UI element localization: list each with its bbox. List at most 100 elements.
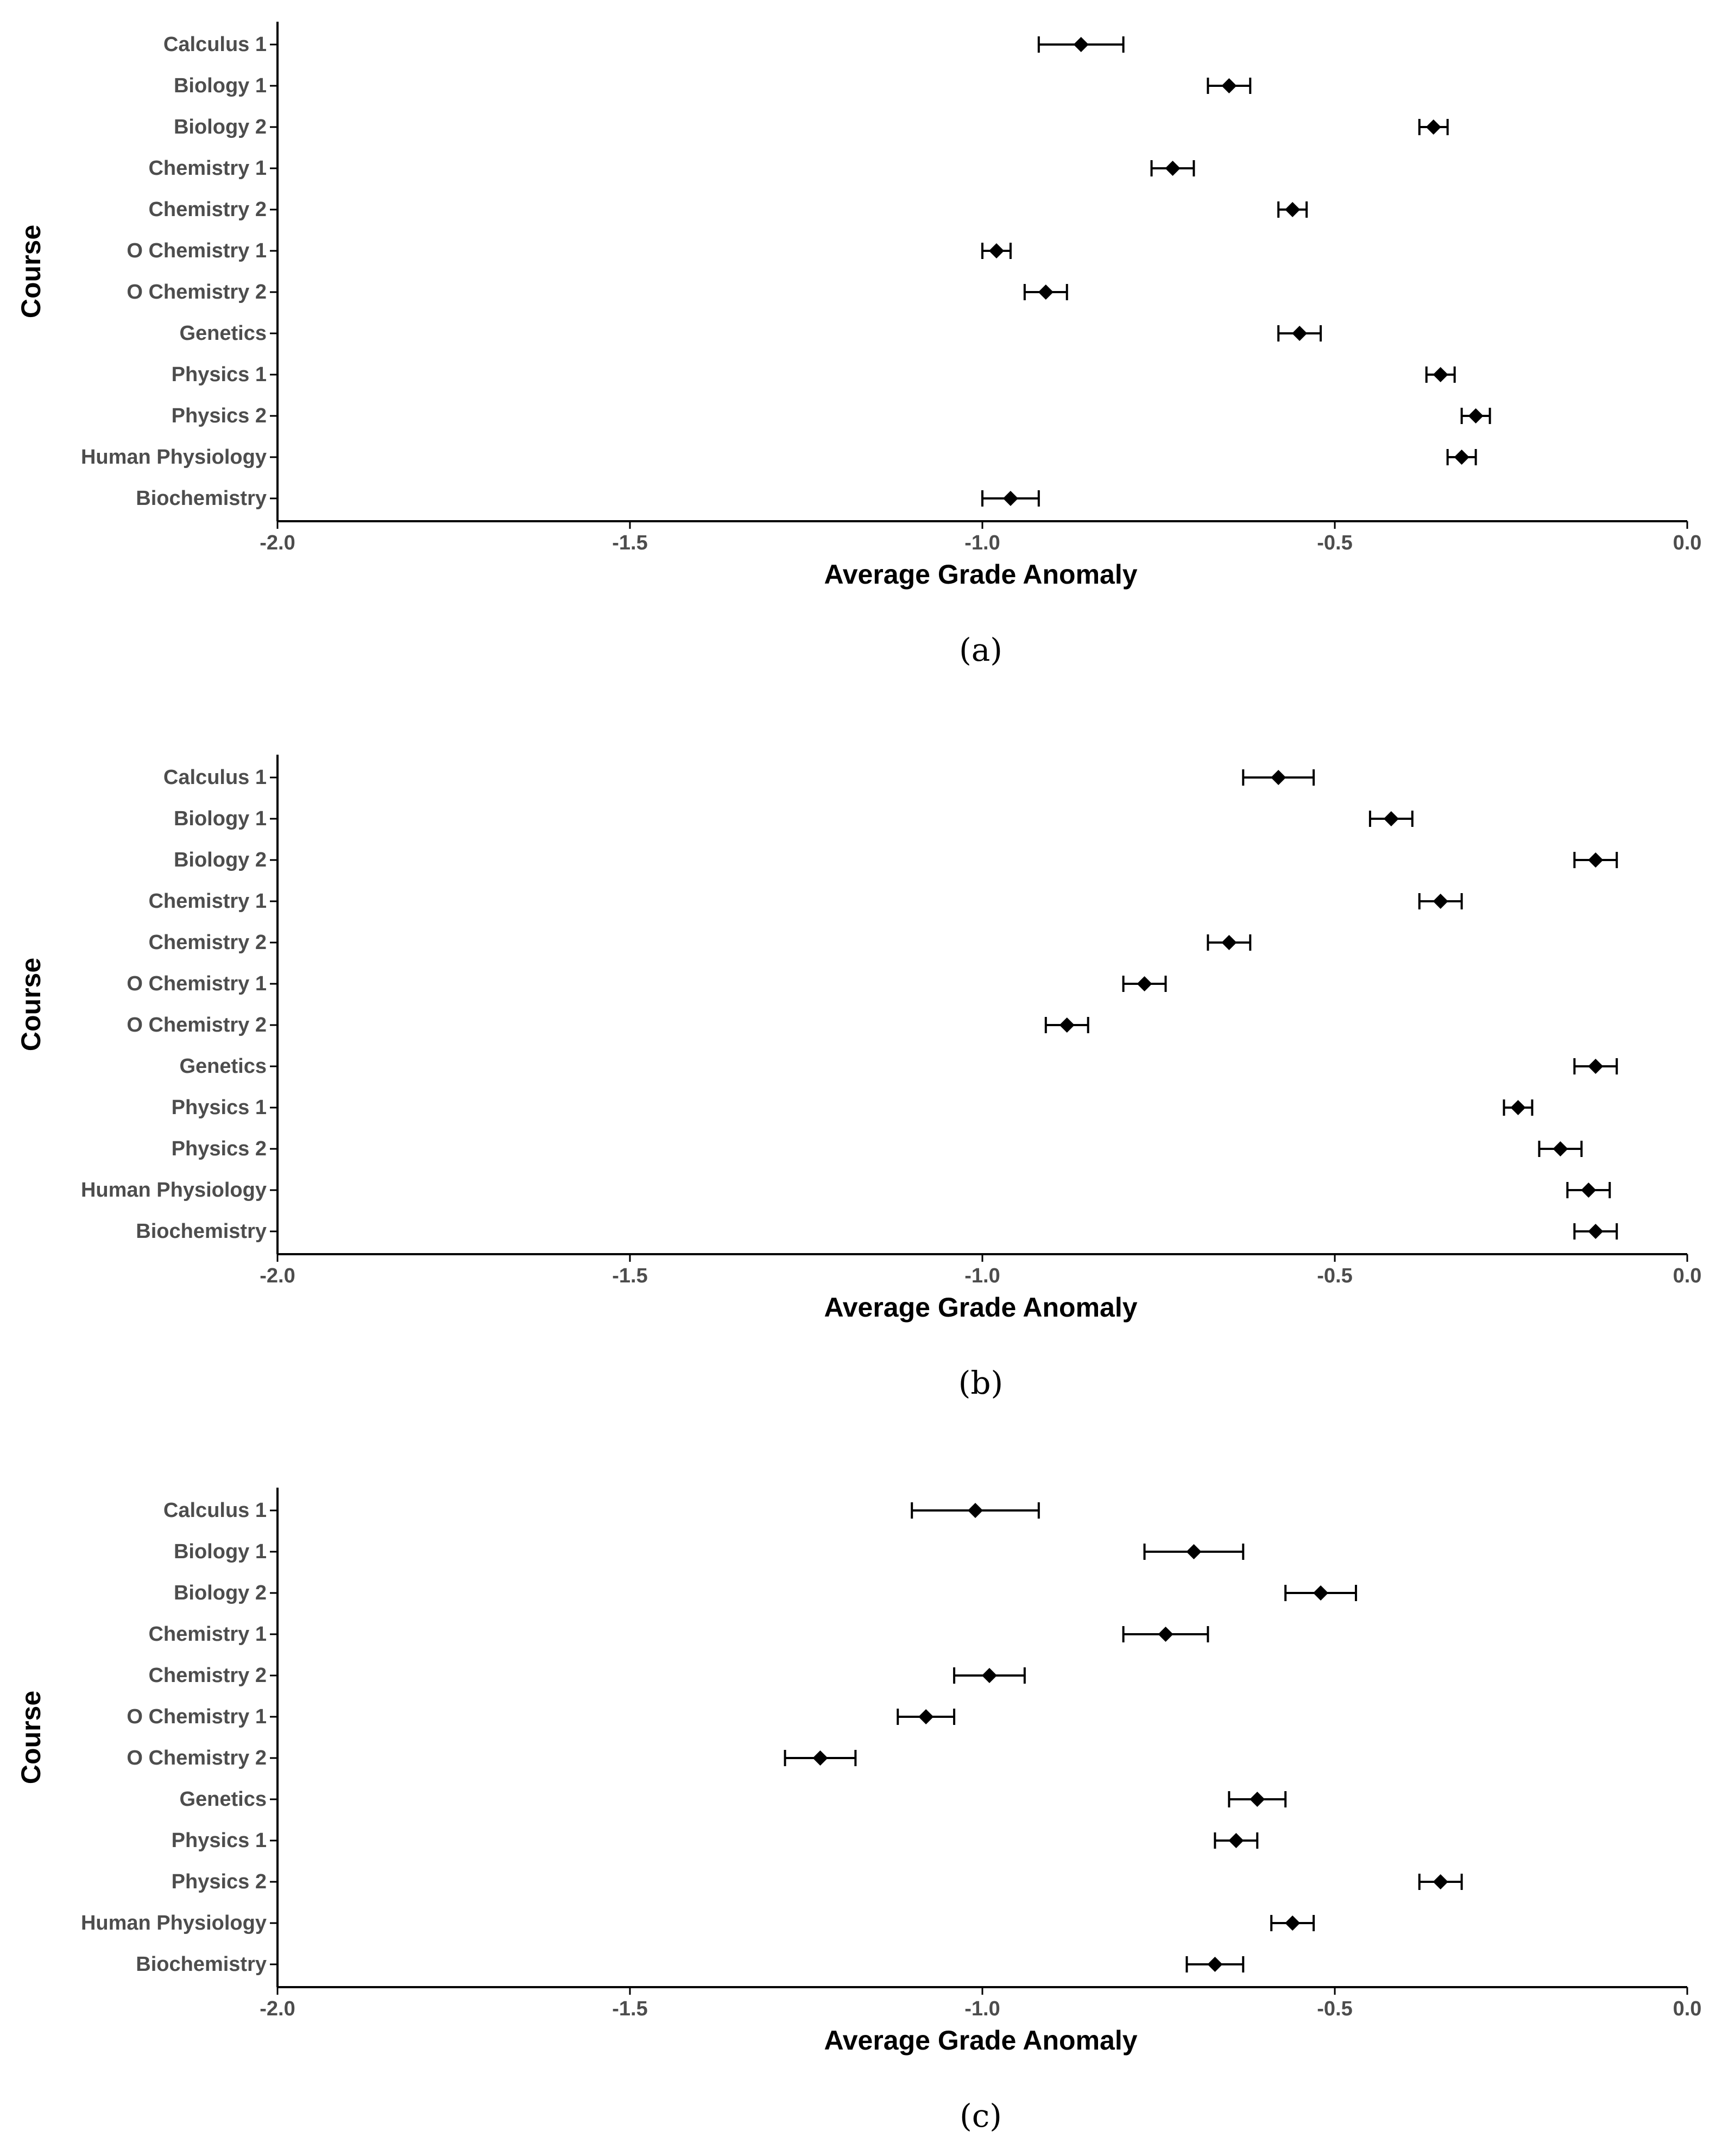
y-tick-label-human-physiology: Human Physiology [81,446,267,469]
error-bar-chemistry-2 [953,1667,1026,1684]
error-bar-biology-2 [1573,852,1618,868]
y-tick-label-human-physiology: Human Physiology [81,1179,267,1202]
data-point-marker [1468,408,1484,423]
data-point-marker [1292,326,1308,341]
error-bar-o-chemistry-2 [784,1750,857,1766]
y-tick-label-o-chemistry-2: O Chemistry 2 [127,1014,267,1036]
panel-caption: (c) [960,2097,1002,2134]
data-point-marker [1510,1100,1526,1115]
y-tick-label-biochemistry: Biochemistry [136,1220,267,1243]
x-axis-title: Average Grade Anomaly [824,559,1137,590]
error-bar-chemistry-1 [1122,1626,1209,1642]
error-bar-biology-1 [1368,811,1414,827]
y-tick-label-biology-1: Biology 1 [174,74,267,97]
y-tick-label-calculus-1: Calculus 1 [163,33,267,56]
data-point-marker [1433,1874,1448,1889]
error-bar-chemistry-2 [1207,934,1252,951]
data-point-marker [1207,1957,1223,1972]
x-tick-label: -0.5 [1317,532,1352,554]
error-bar-chemistry-1 [1418,893,1463,909]
data-point-marker [1433,894,1448,909]
y-tick-label-biology-1: Biology 1 [174,807,267,830]
x-tick-label: -1.0 [964,1997,1000,2020]
x-tick-label: -0.5 [1317,1264,1352,1287]
y-tick-label-o-chemistry-1: O Chemistry 1 [127,239,267,262]
data-point-marker [1221,935,1237,950]
error-bar-biochemistry [981,490,1040,507]
y-tick-label-o-chemistry-2: O Chemistry 2 [127,281,267,304]
error-bar-physics-1 [1214,1832,1259,1849]
data-point-marker [1221,78,1237,93]
data-point-marker [1073,37,1089,52]
error-bar-o-chemistry-2 [1023,284,1068,300]
y-tick-label-physics-1: Physics 1 [172,363,267,386]
y-tick-label-genetics: Genetics [179,322,267,345]
error-bar-biochemistry [1573,1223,1618,1240]
x-tick-label: -2.0 [260,532,295,554]
x-tick-label: -1.5 [612,1264,647,1287]
y-tick-label-biology-2: Biology 2 [174,849,267,871]
data-point-marker [812,1750,828,1766]
x-tick-label: -1.5 [612,532,647,554]
data-point-marker [1383,811,1399,826]
x-tick-label: 0.0 [1673,1264,1702,1287]
data-point-marker [1553,1141,1568,1156]
panel-caption: (a) [959,631,1002,668]
error-bar-o-chemistry-1 [1122,976,1167,992]
error-bar-physics-2 [1538,1141,1583,1157]
data-point-marker [1038,284,1054,300]
data-point-marker [918,1709,934,1724]
data-point-marker [981,1668,997,1683]
y-tick-label-chemistry-2: Chemistry 2 [148,931,267,954]
data-point-marker [968,1503,983,1518]
data-point-marker [1165,161,1181,176]
data-point-marker [1137,976,1152,991]
y-tick-label-physics-1: Physics 1 [172,1096,267,1119]
y-axis-title: Course [16,958,46,1051]
error-bar-human-physiology [1566,1182,1611,1198]
y-tick-label-calculus-1: Calculus 1 [163,766,267,789]
x-tick-label: 0.0 [1673,532,1702,554]
x-axis-title: Average Grade Anomaly [824,2025,1137,2056]
data-point-marker [1588,1059,1604,1074]
x-tick-label: -1.0 [964,532,1000,554]
y-tick-label-genetics: Genetics [179,1788,267,1811]
data-point-marker [1454,450,1469,465]
error-bar-calculus-1 [1242,769,1315,786]
y-tick-label-chemistry-1: Chemistry 1 [148,890,267,913]
x-axis-title: Average Grade Anomaly [824,1292,1137,1323]
chart-panel-b: Calculus 1 Biology 1 Biology 2 Chemistry 1 C… [16,755,1701,1401]
x-tick-label: -2.0 [260,1264,295,1287]
y-tick-label-o-chemistry-1: O Chemistry 1 [127,972,267,995]
chart-panel-c: Calculus 1 Biology 1 Biology 2 Chemistry 1 C… [16,1488,1701,2134]
error-bar-physics-2 [1418,1874,1463,1890]
data-point-marker [1158,1627,1174,1642]
data-point-marker [1285,1915,1301,1931]
y-tick-label-physics-1: Physics 1 [172,1829,267,1852]
y-tick-label-biology-2: Biology 2 [174,116,267,138]
y-tick-label-physics-2: Physics 2 [172,1137,267,1160]
x-tick-label: -2.0 [260,1997,295,2020]
error-bar-o-chemistry-1 [897,1709,956,1725]
data-point-marker [988,243,1004,258]
error-bar-o-chemistry-1 [981,243,1012,259]
error-bar-physics-1 [1503,1099,1534,1116]
error-bar-human-physiology [1270,1915,1315,1931]
error-bar-calculus-1 [911,1502,1040,1519]
y-tick-label-chemistry-2: Chemistry 2 [148,1664,267,1687]
error-bar-o-chemistry-2 [1044,1017,1089,1033]
data-point-marker [1581,1183,1597,1198]
data-point-marker [1425,119,1441,135]
error-bar-genetics [1277,325,1322,342]
y-axis-title: Course [16,1691,46,1784]
data-point-marker [1059,1017,1075,1033]
error-bar-calculus-1 [1037,36,1125,53]
data-point-marker [1002,491,1018,506]
error-bar-biology-2 [1418,119,1449,135]
data-point-marker [1271,770,1286,785]
y-tick-label-genetics: Genetics [179,1055,267,1078]
error-bar-biology-1 [1143,1544,1245,1560]
data-point-marker [1228,1833,1244,1848]
y-tick-label-biology-1: Biology 1 [174,1540,267,1563]
